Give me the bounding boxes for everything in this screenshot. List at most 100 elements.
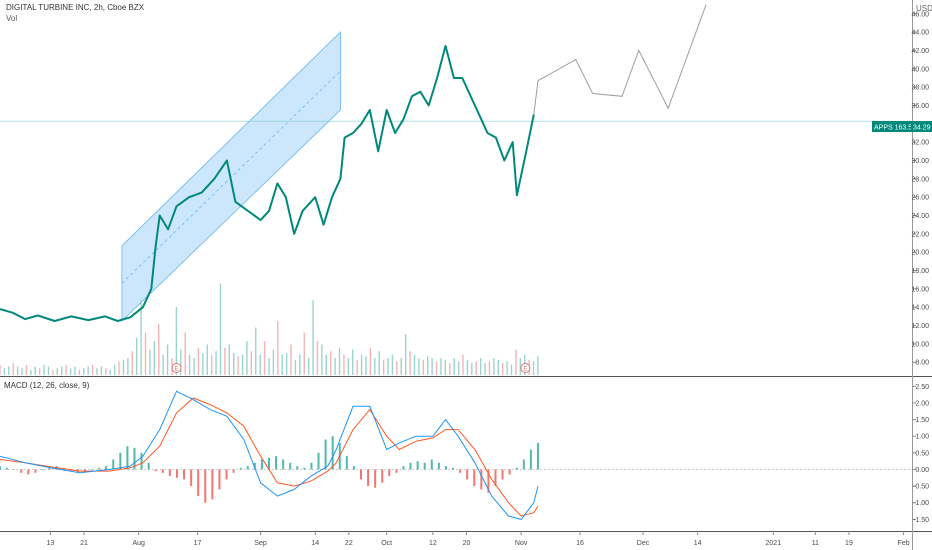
macd-histogram-bar: [494, 469, 497, 487]
macd-histogram-bar: [296, 466, 299, 470]
volume-bar: [422, 359, 425, 375]
volume-bar: [272, 349, 275, 375]
volume-bar: [100, 366, 103, 375]
volume-bar: [78, 369, 81, 375]
earnings-marker[interactable]: E: [520, 363, 531, 373]
time-tick-label: Oct: [381, 540, 392, 547]
macd-histogram-bar: [48, 467, 51, 470]
volume-bar: [3, 368, 6, 375]
macd-histogram-bar: [27, 469, 30, 475]
volume-bar: [334, 358, 336, 375]
volume-bar: [325, 354, 327, 375]
volume-bar: [241, 354, 244, 375]
volume-bar: [210, 354, 213, 375]
volume-bar: [233, 352, 235, 375]
volume-bar: [219, 283, 222, 375]
price-tick-label: 20.00: [911, 250, 929, 257]
symbol-badge-bg: [872, 121, 911, 132]
volume-bar: [374, 358, 376, 375]
volume-bar: [285, 352, 288, 375]
price-tick-label: 14.00: [911, 305, 929, 312]
volume-bar: [16, 366, 19, 375]
macd-histogram-bar: [289, 462, 292, 470]
volume-bar: [131, 351, 133, 375]
price-series[interactable]: [0, 4, 912, 322]
volume-bar: [365, 356, 367, 375]
volume-bar: [193, 358, 195, 375]
volume-bar: [321, 344, 323, 375]
volume-bar: [360, 354, 363, 375]
currency-label: USD: [916, 4, 932, 13]
macd-histogram-bar: [423, 462, 426, 470]
volume-bar: [91, 364, 94, 375]
volume-bar: [369, 347, 372, 375]
volume-bar: [25, 364, 28, 375]
macd-histogram-bar: [13, 469, 16, 470]
price-tick-label: 22.00: [911, 231, 929, 238]
macd-histogram-bar: [105, 466, 108, 470]
macd-histogram-bar: [452, 467, 455, 470]
volume-bar: [158, 324, 160, 375]
price-tick-label: 24.00: [911, 213, 929, 220]
macd-histogram-bar: [359, 469, 362, 480]
time-tick-label: Aug: [132, 540, 145, 547]
macd-histogram-bar: [190, 469, 193, 487]
price-badge[interactable]: APPS 163.57% 34.29: [872, 121, 932, 132]
price-tick-label: 46.00: [911, 11, 929, 18]
macd-histogram-bar: [282, 459, 285, 470]
projection-line[interactable]: [533, 4, 707, 115]
price-tick-label: 12.00: [911, 323, 929, 330]
volume-bar: [105, 368, 107, 375]
price-tick-label: 30.00: [911, 158, 929, 165]
volume-bar: [501, 363, 504, 375]
volume-bar: [453, 358, 455, 375]
macd-tick-label: 2.50: [915, 384, 929, 391]
volume-bar: [356, 359, 358, 375]
volume-bar: [462, 354, 464, 375]
price-tick-label: 16.00: [911, 286, 929, 293]
macd-histogram-bar: [211, 469, 214, 500]
volume-bar: [127, 358, 129, 375]
earnings-letter: E: [175, 367, 179, 373]
volume-bar: [21, 368, 23, 375]
volume-bar: [118, 361, 120, 375]
volume-bar: [431, 358, 433, 375]
symbol-badge-text: APPS 163.57%: [874, 125, 922, 132]
volume-bar: [396, 361, 398, 375]
macd-tick-label: -1.00: [913, 500, 929, 507]
macd-histogram-bar: [34, 469, 37, 473]
macd-histogram-bar: [183, 469, 186, 480]
volume-bar: [268, 358, 270, 375]
volume-bar: [484, 363, 486, 375]
volume-bar: [449, 363, 451, 375]
macd-histogram-bar: [381, 469, 384, 483]
macd-tick-label: 1.50: [915, 417, 929, 424]
signal-line[interactable]: [0, 397, 539, 517]
macd-histogram-bar: [218, 469, 221, 490]
volume-bar: [382, 359, 385, 375]
time-tick-label: 19: [845, 540, 853, 547]
time-tick-label: Sep: [254, 540, 267, 547]
macd-histogram-bar: [388, 469, 391, 477]
price-tick-label: 18.00: [911, 268, 929, 275]
macd-histogram-bar: [260, 459, 263, 470]
volume-bar: [506, 361, 508, 375]
earnings-marker[interactable]: E: [171, 363, 182, 373]
volume-bar: [347, 358, 350, 375]
macd-histogram-bar: [225, 469, 228, 480]
volume-bar: [338, 347, 341, 375]
volume-bars: [0, 283, 539, 375]
earnings-circle: [520, 363, 531, 373]
volume-bar: [140, 298, 142, 375]
macd-histogram-bar: [331, 436, 334, 470]
macd-tick-label: 1.00: [915, 434, 929, 441]
volume-bar: [435, 361, 438, 375]
price-tick-label: 40.00: [911, 66, 929, 73]
macd-histogram-bar: [41, 469, 44, 470]
macd-line[interactable]: [0, 390, 539, 520]
macd-pane[interactable]: [0, 390, 912, 520]
price-line[interactable]: [0, 44, 535, 322]
volume-bar: [69, 368, 72, 375]
